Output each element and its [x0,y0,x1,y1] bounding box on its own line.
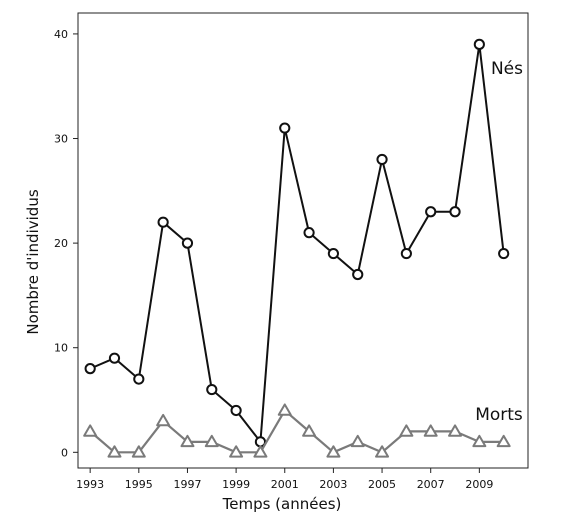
y-tick-label: 0 [61,446,68,459]
data-point [423,424,438,437]
data-point [156,413,171,427]
data-point [375,445,390,458]
data-point [473,38,485,50]
data-point [277,403,292,416]
data-point [496,434,511,448]
data-point [157,216,169,228]
x-tick-label: 2007 [417,478,445,491]
series-line [89,43,505,443]
series-label-nes: Nés [491,59,523,79]
x-tick-label: 1999 [222,478,250,491]
data-point [400,247,412,260]
data-point [498,247,510,260]
data-point [131,445,146,458]
x-tick-label: 1995 [125,478,153,491]
data-point [253,445,268,458]
x-axis-title: Temps (années) [222,495,342,513]
data-point [206,383,218,396]
x-tick-label: 2003 [319,478,347,491]
data-point [83,424,98,437]
series-morts [83,403,511,458]
data-point [350,434,365,448]
data-point [326,445,341,458]
data-point [399,424,414,437]
x-tick-label: 2001 [271,478,299,491]
data-point [327,247,340,260]
labels-layer: Temps (années) Nombre d'individus Nés Mo… [24,59,523,513]
data-point [376,153,388,166]
data-point [352,268,364,281]
data-point [107,445,122,458]
data-point [84,363,96,375]
data-point [425,206,437,218]
data-point [180,434,195,448]
y-tick-label: 20 [54,237,68,250]
x-tick-label: 2005 [368,478,396,491]
series-label-morts: Morts [475,405,523,425]
y-tick-label: 10 [54,342,68,355]
x-tick-label: 1997 [173,478,201,491]
data-point [279,122,291,134]
data-point [133,373,145,385]
y-tick-label: 30 [54,133,68,146]
series-nes [84,38,510,448]
data-point [472,434,487,448]
x-tick-label: 2009 [465,478,493,491]
data-point [229,445,244,458]
data-point [108,352,121,364]
y-tick-label: 40 [54,28,68,41]
data-point [449,206,461,218]
data-point [302,424,317,437]
series-layer [83,38,511,458]
data-point [448,424,463,437]
plot-frame [77,12,529,469]
y-axis-title: Nombre d'individus [24,189,42,334]
x-tick-label: 1993 [76,478,104,491]
data-point [303,227,315,239]
data-point [204,434,219,448]
series-line [89,409,504,454]
axes: 1993 1995 1997 1999 2001 2003 2005 2007 2009 0 10 2… [54,12,529,491]
data-point [181,237,194,249]
data-point [230,404,242,417]
